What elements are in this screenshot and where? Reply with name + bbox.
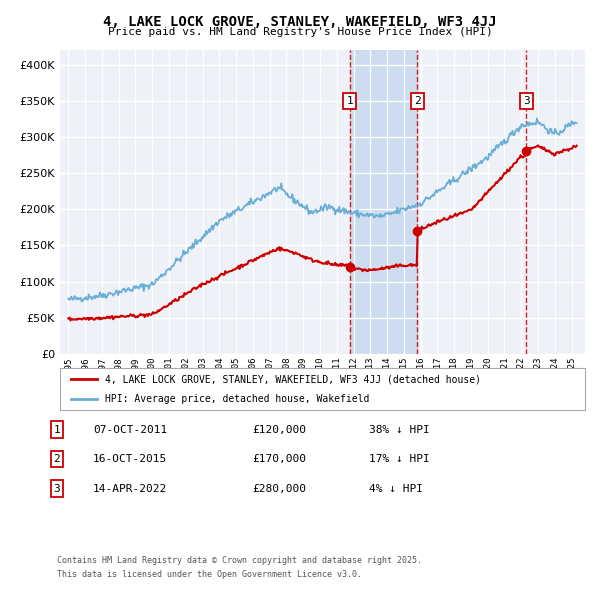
Text: 4, LAKE LOCK GROVE, STANLEY, WAKEFIELD, WF3 4JJ (detached house): 4, LAKE LOCK GROVE, STANLEY, WAKEFIELD, … <box>104 375 481 385</box>
Text: 16-OCT-2015: 16-OCT-2015 <box>93 454 167 464</box>
Text: 38% ↓ HPI: 38% ↓ HPI <box>369 425 430 434</box>
Text: This data is licensed under the Open Government Licence v3.0.: This data is licensed under the Open Gov… <box>57 571 362 579</box>
Text: Contains HM Land Registry data © Crown copyright and database right 2025.: Contains HM Land Registry data © Crown c… <box>57 556 422 565</box>
Text: 2: 2 <box>414 96 421 106</box>
Text: 3: 3 <box>53 484 61 493</box>
Bar <box>350 50 417 354</box>
Text: 2: 2 <box>53 454 61 464</box>
Text: 14-APR-2022: 14-APR-2022 <box>93 484 167 493</box>
Text: 1: 1 <box>53 425 61 434</box>
Text: £170,000: £170,000 <box>252 454 306 464</box>
Text: £120,000: £120,000 <box>252 425 306 434</box>
Text: 1: 1 <box>346 96 353 106</box>
Text: 4% ↓ HPI: 4% ↓ HPI <box>369 484 423 493</box>
Text: HPI: Average price, detached house, Wakefield: HPI: Average price, detached house, Wake… <box>104 395 369 404</box>
Text: 17% ↓ HPI: 17% ↓ HPI <box>369 454 430 464</box>
Text: 3: 3 <box>523 96 530 106</box>
Text: £280,000: £280,000 <box>252 484 306 493</box>
Text: 07-OCT-2011: 07-OCT-2011 <box>93 425 167 434</box>
Text: 4, LAKE LOCK GROVE, STANLEY, WAKEFIELD, WF3 4JJ: 4, LAKE LOCK GROVE, STANLEY, WAKEFIELD, … <box>103 15 497 29</box>
Text: Price paid vs. HM Land Registry's House Price Index (HPI): Price paid vs. HM Land Registry's House … <box>107 27 493 37</box>
